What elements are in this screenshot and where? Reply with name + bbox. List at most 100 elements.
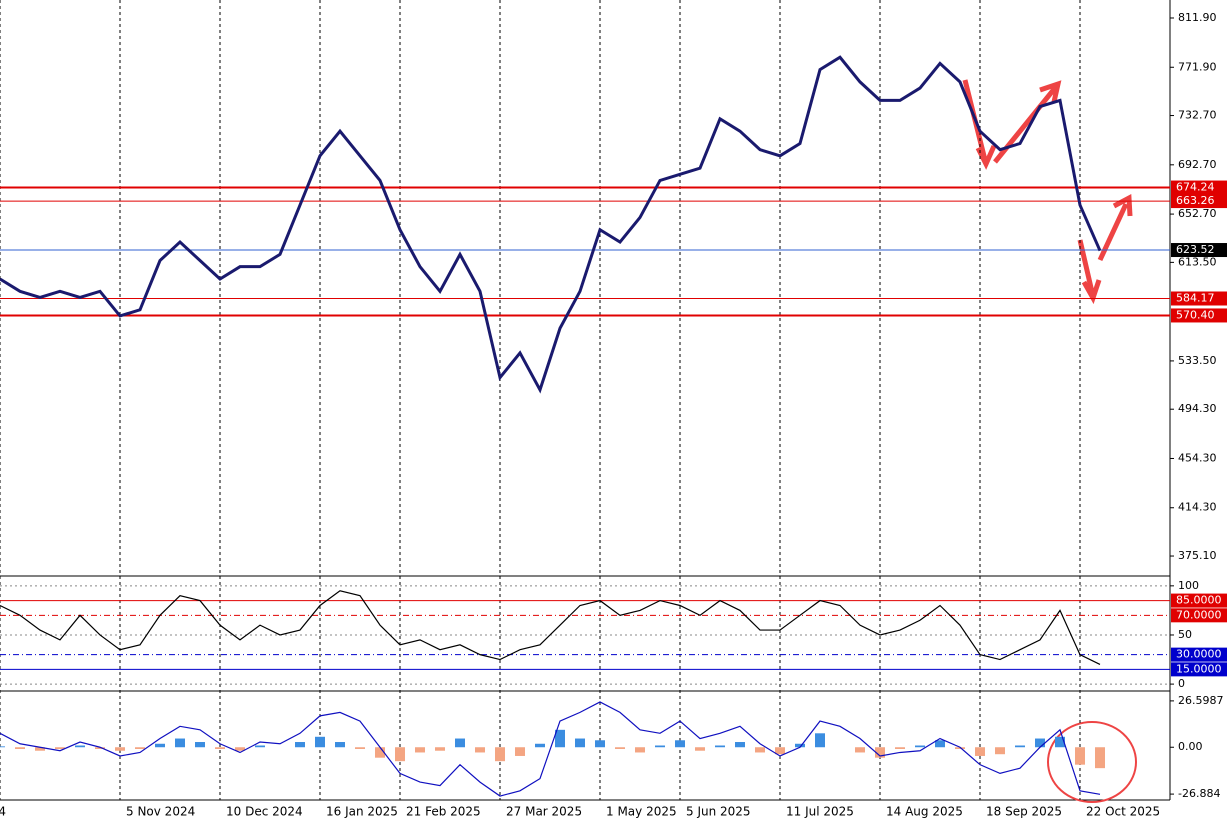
histogram-bar: [375, 747, 385, 758]
histogram-bar: [455, 738, 465, 748]
y-tick-label: 26.5987: [1178, 694, 1224, 707]
histogram-bar: [475, 747, 485, 753]
histogram-bar: [915, 745, 925, 748]
histogram-bar: [595, 740, 605, 748]
histogram-bar: [35, 747, 45, 751]
x-tick-label: 14 Aug 2025: [886, 805, 963, 819]
x-tick-label: 10 Dec 2024: [226, 805, 303, 819]
level-label-box: [1171, 647, 1227, 662]
histogram-bar: [115, 747, 125, 751]
level-label-box: [1171, 194, 1227, 209]
histogram-bar: [315, 736, 325, 748]
histogram-bar: [715, 745, 725, 748]
x-tick-label: 18 Sep 2025: [986, 805, 1062, 819]
x-tick-label: 27 Mar 2025: [506, 805, 582, 819]
series-line: [0, 701, 1101, 797]
histogram-bar: [935, 740, 945, 748]
level-label: 570.40: [1176, 308, 1215, 321]
x-tick-label: 1 May 2025: [606, 805, 677, 819]
histogram-bar: [335, 742, 345, 748]
histogram-bar: [535, 743, 545, 748]
histogram-bar: [1095, 747, 1105, 769]
x-tick-label: Oct 2024: [0, 805, 6, 819]
histogram-bar: [855, 747, 865, 753]
level-label: 15.0000: [1176, 662, 1222, 675]
histogram-bar: [795, 743, 805, 748]
x-tick-label: 5 Nov 2024: [126, 805, 195, 819]
x-tick-label: 5 Jun 2025: [686, 805, 751, 819]
histogram-bar: [235, 747, 245, 751]
histogram-bar: [735, 742, 745, 748]
level-label-box: [1171, 608, 1227, 623]
histogram-bar: [75, 745, 85, 748]
y-tick-label: 0.00: [1178, 740, 1203, 753]
histogram-bar: [555, 729, 565, 748]
histogram-bar: [495, 747, 505, 762]
histogram-bar: [1055, 736, 1065, 748]
histogram-bar: [155, 743, 165, 748]
y-tick-label: 375.10: [1178, 549, 1217, 562]
y-tick-label: 100: [1178, 579, 1199, 592]
y-tick-label: 732.70: [1178, 109, 1217, 122]
histogram-bar: [955, 747, 965, 749]
histogram-bar: [175, 738, 185, 748]
y-tick-label: 454.30: [1178, 451, 1217, 464]
y-tick-label: 652.70: [1178, 207, 1217, 220]
level-label: 674.24: [1176, 181, 1215, 194]
histogram-bar: [0, 746, 5, 748]
histogram-bar: [95, 747, 105, 749]
histogram-bar: [635, 747, 645, 753]
histogram-bar: [655, 745, 665, 748]
histogram-bar: [215, 747, 225, 749]
histogram-bar: [255, 745, 265, 748]
histogram-bar: [355, 747, 365, 749]
histogram-bar: [435, 747, 445, 751]
histogram-bar: [575, 738, 585, 748]
histogram-bar: [1015, 745, 1025, 748]
histogram-bar: [135, 747, 145, 749]
histogram-bar: [15, 747, 25, 749]
level-label-box: [1171, 180, 1227, 195]
level-label-box: [1171, 243, 1227, 258]
level-label: 30.0000: [1176, 648, 1222, 661]
histogram-bar: [515, 747, 525, 756]
level-label-box: [1171, 291, 1227, 306]
histogram-bar: [995, 747, 1005, 755]
y-tick-label: 494.30: [1178, 402, 1217, 415]
y-tick-label: 811.90: [1178, 11, 1217, 24]
y-tick-label: 533.50: [1178, 354, 1217, 367]
series-line: [0, 590, 1101, 665]
histogram-bar: [615, 747, 625, 749]
level-label: 70.0000: [1176, 608, 1222, 621]
y-tick-label: 692.70: [1178, 158, 1217, 171]
y-tick-label: 771.90: [1178, 60, 1217, 73]
arrow: [1077, 239, 1102, 305]
level-label: 623.52: [1176, 243, 1215, 256]
histogram-bar: [1035, 738, 1045, 748]
x-tick-label: 11 Jul 2025: [786, 805, 854, 819]
y-tick-label: 0: [1178, 677, 1185, 690]
highlight-circle: [1047, 721, 1137, 803]
x-tick-label: 21 Feb 2025: [406, 805, 481, 819]
level-label: 663.26: [1176, 194, 1215, 207]
histogram-bar: [895, 747, 905, 749]
arrow: [1097, 193, 1133, 262]
level-label: 85.0000: [1176, 594, 1222, 607]
histogram-bar: [395, 747, 405, 762]
histogram-bar: [755, 747, 765, 753]
histogram-bar: [1075, 747, 1085, 765]
histogram-bar: [55, 747, 65, 749]
histogram-bar: [695, 747, 705, 751]
level-label-box: [1171, 308, 1227, 323]
level-label-box: [1171, 593, 1227, 608]
series-line: [0, 55, 1102, 394]
y-tick-label: 414.30: [1178, 501, 1217, 514]
y-tick-label: -26.884: [1178, 787, 1220, 800]
histogram-bar: [295, 742, 305, 748]
histogram-bar: [975, 747, 985, 756]
level-label-box: [1171, 662, 1227, 677]
y-tick-label: 50: [1178, 628, 1192, 641]
y-tick-label: 613.50: [1178, 255, 1217, 268]
histogram-bar: [415, 747, 425, 753]
